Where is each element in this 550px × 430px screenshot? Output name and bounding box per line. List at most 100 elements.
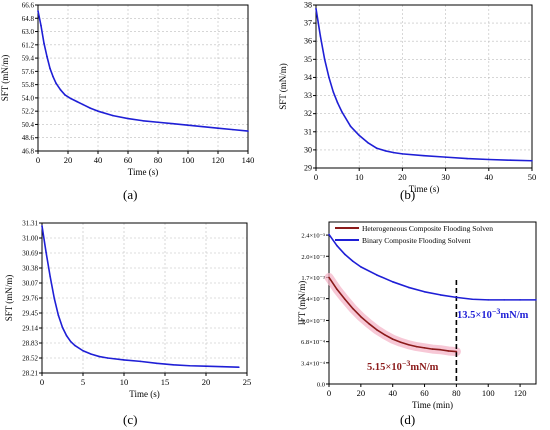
data-point: [157, 121, 159, 124]
x-tick-label: 0: [327, 388, 331, 398]
data-point: [336, 244, 338, 247]
x-axis-label: Time (s): [128, 167, 158, 177]
x-tick-label: 30: [441, 172, 450, 182]
x-tick-label: 140: [242, 155, 255, 165]
data-point: [439, 294, 442, 296]
data-point: [64, 94, 66, 96]
data-point: [127, 117, 129, 120]
data-point: [360, 266, 362, 268]
x-tick-label: 15: [161, 377, 170, 387]
y-tick-label: 29.45: [22, 310, 38, 318]
y-tick-label: 57.6: [22, 68, 35, 76]
data-point: [328, 76, 330, 79]
data-point: [49, 67, 51, 70]
y-tick-label: 38: [304, 1, 312, 10]
data-point: [391, 338, 394, 340]
y-tick-label: 35: [304, 55, 312, 64]
data-point: [423, 154, 425, 157]
y-tick-label: 33: [304, 91, 312, 100]
data-point: [383, 333, 386, 336]
data-point: [46, 55, 48, 58]
y-tick-label: 30.69: [22, 250, 38, 258]
x-tick-label: 50: [528, 172, 537, 182]
data-point: [439, 348, 442, 351]
data-point: [509, 159, 512, 162]
y-tick-label: 2.0×10⁻³: [301, 254, 325, 261]
chart-panel-d: 0 20 40 60 80 100 120 0.0 3.4×10⁻⁴ 6.8×10⁻⁴ 1.0×10…: [297, 221, 537, 410]
plot-frame: [315, 4, 533, 169]
data-point: [360, 315, 362, 318]
y-tick-label: 46.8: [22, 148, 35, 156]
data-point: [344, 253, 346, 256]
series-line-0: [37, 10, 249, 132]
panel-label-c: (c): [123, 412, 138, 427]
data-point: [375, 274, 378, 276]
x-tick-label: 80: [154, 155, 163, 165]
y-tick-label: 30.38: [22, 265, 38, 273]
y-tick-label: 55.8: [22, 81, 35, 89]
data-point: [368, 322, 370, 325]
x-tick-label: 20: [64, 155, 73, 165]
data-point: [187, 124, 189, 126]
data-point: [336, 288, 338, 291]
data-point: [407, 286, 410, 289]
data-point: [399, 341, 402, 344]
data-point: [531, 159, 533, 162]
data-point: [447, 350, 450, 352]
data-point: [123, 359, 125, 361]
y-tick-label: 59.4: [22, 55, 35, 63]
data-point: [55, 82, 57, 84]
y-axis-label: SFT (mN/m): [278, 63, 288, 110]
data-point: [336, 102, 339, 104]
y-tick-label: 50.4: [22, 121, 35, 129]
data-point: [82, 103, 84, 106]
data-point: [319, 34, 322, 37]
y-tick-label: 30.07: [22, 280, 38, 288]
data-point: [59, 88, 62, 91]
data-point: [37, 10, 39, 12]
data-point: [423, 290, 426, 293]
y-tick-label: 48.6: [22, 134, 35, 142]
data-point: [205, 365, 207, 368]
y-tick-label: 31: [304, 127, 312, 136]
x-tick-label: 0: [36, 155, 40, 165]
data-point: [487, 299, 490, 301]
y-tick-label: 34: [304, 73, 312, 82]
y-tick-label: 3.4×10⁻⁴: [301, 360, 326, 367]
data-point: [41, 225, 43, 227]
annotation-label: 13.5×10−3mN/m: [457, 307, 529, 321]
data-point: [112, 114, 114, 117]
y-tick-label: 31.31: [22, 220, 38, 228]
y-tick-label: 36: [304, 37, 312, 46]
chart-panel-a: 0 20 40 60 80 100 120 140 46.8 48.6 50.4 52.2 54.0 55…: [0, 2, 254, 178]
data-point: [391, 281, 394, 283]
data-point: [52, 75, 54, 78]
data-point: [415, 345, 418, 348]
y-tick-label: 29: [304, 164, 312, 173]
x-tick-label: 40: [485, 172, 494, 182]
data-point: [53, 297, 56, 300]
x-axis-label: Time (s): [409, 184, 439, 194]
data-point: [392, 151, 395, 154]
y-tick-label: 28.83: [22, 340, 38, 348]
data-point: [344, 298, 346, 301]
panel-label-b: (b): [400, 187, 416, 202]
y-tick-label: 61.2: [22, 41, 35, 49]
data-point: [488, 158, 490, 161]
data-point: [444, 156, 447, 158]
y-tick-label: 63.0: [22, 28, 35, 36]
data-point: [455, 350, 458, 353]
data-point: [82, 349, 84, 352]
data-point: [375, 328, 378, 331]
series-line-0: [41, 225, 239, 368]
data-point: [156, 362, 158, 365]
data-point: [202, 125, 204, 128]
x-tick-label: 20: [398, 172, 407, 182]
data-point: [172, 122, 174, 125]
y-tick-label: 54.0: [22, 94, 35, 102]
plot-frame: [328, 221, 537, 385]
x-tick-label: 60: [420, 388, 429, 398]
y-tick-label: 30: [304, 145, 312, 154]
series-line-0: [315, 8, 533, 162]
data-point: [238, 366, 240, 368]
